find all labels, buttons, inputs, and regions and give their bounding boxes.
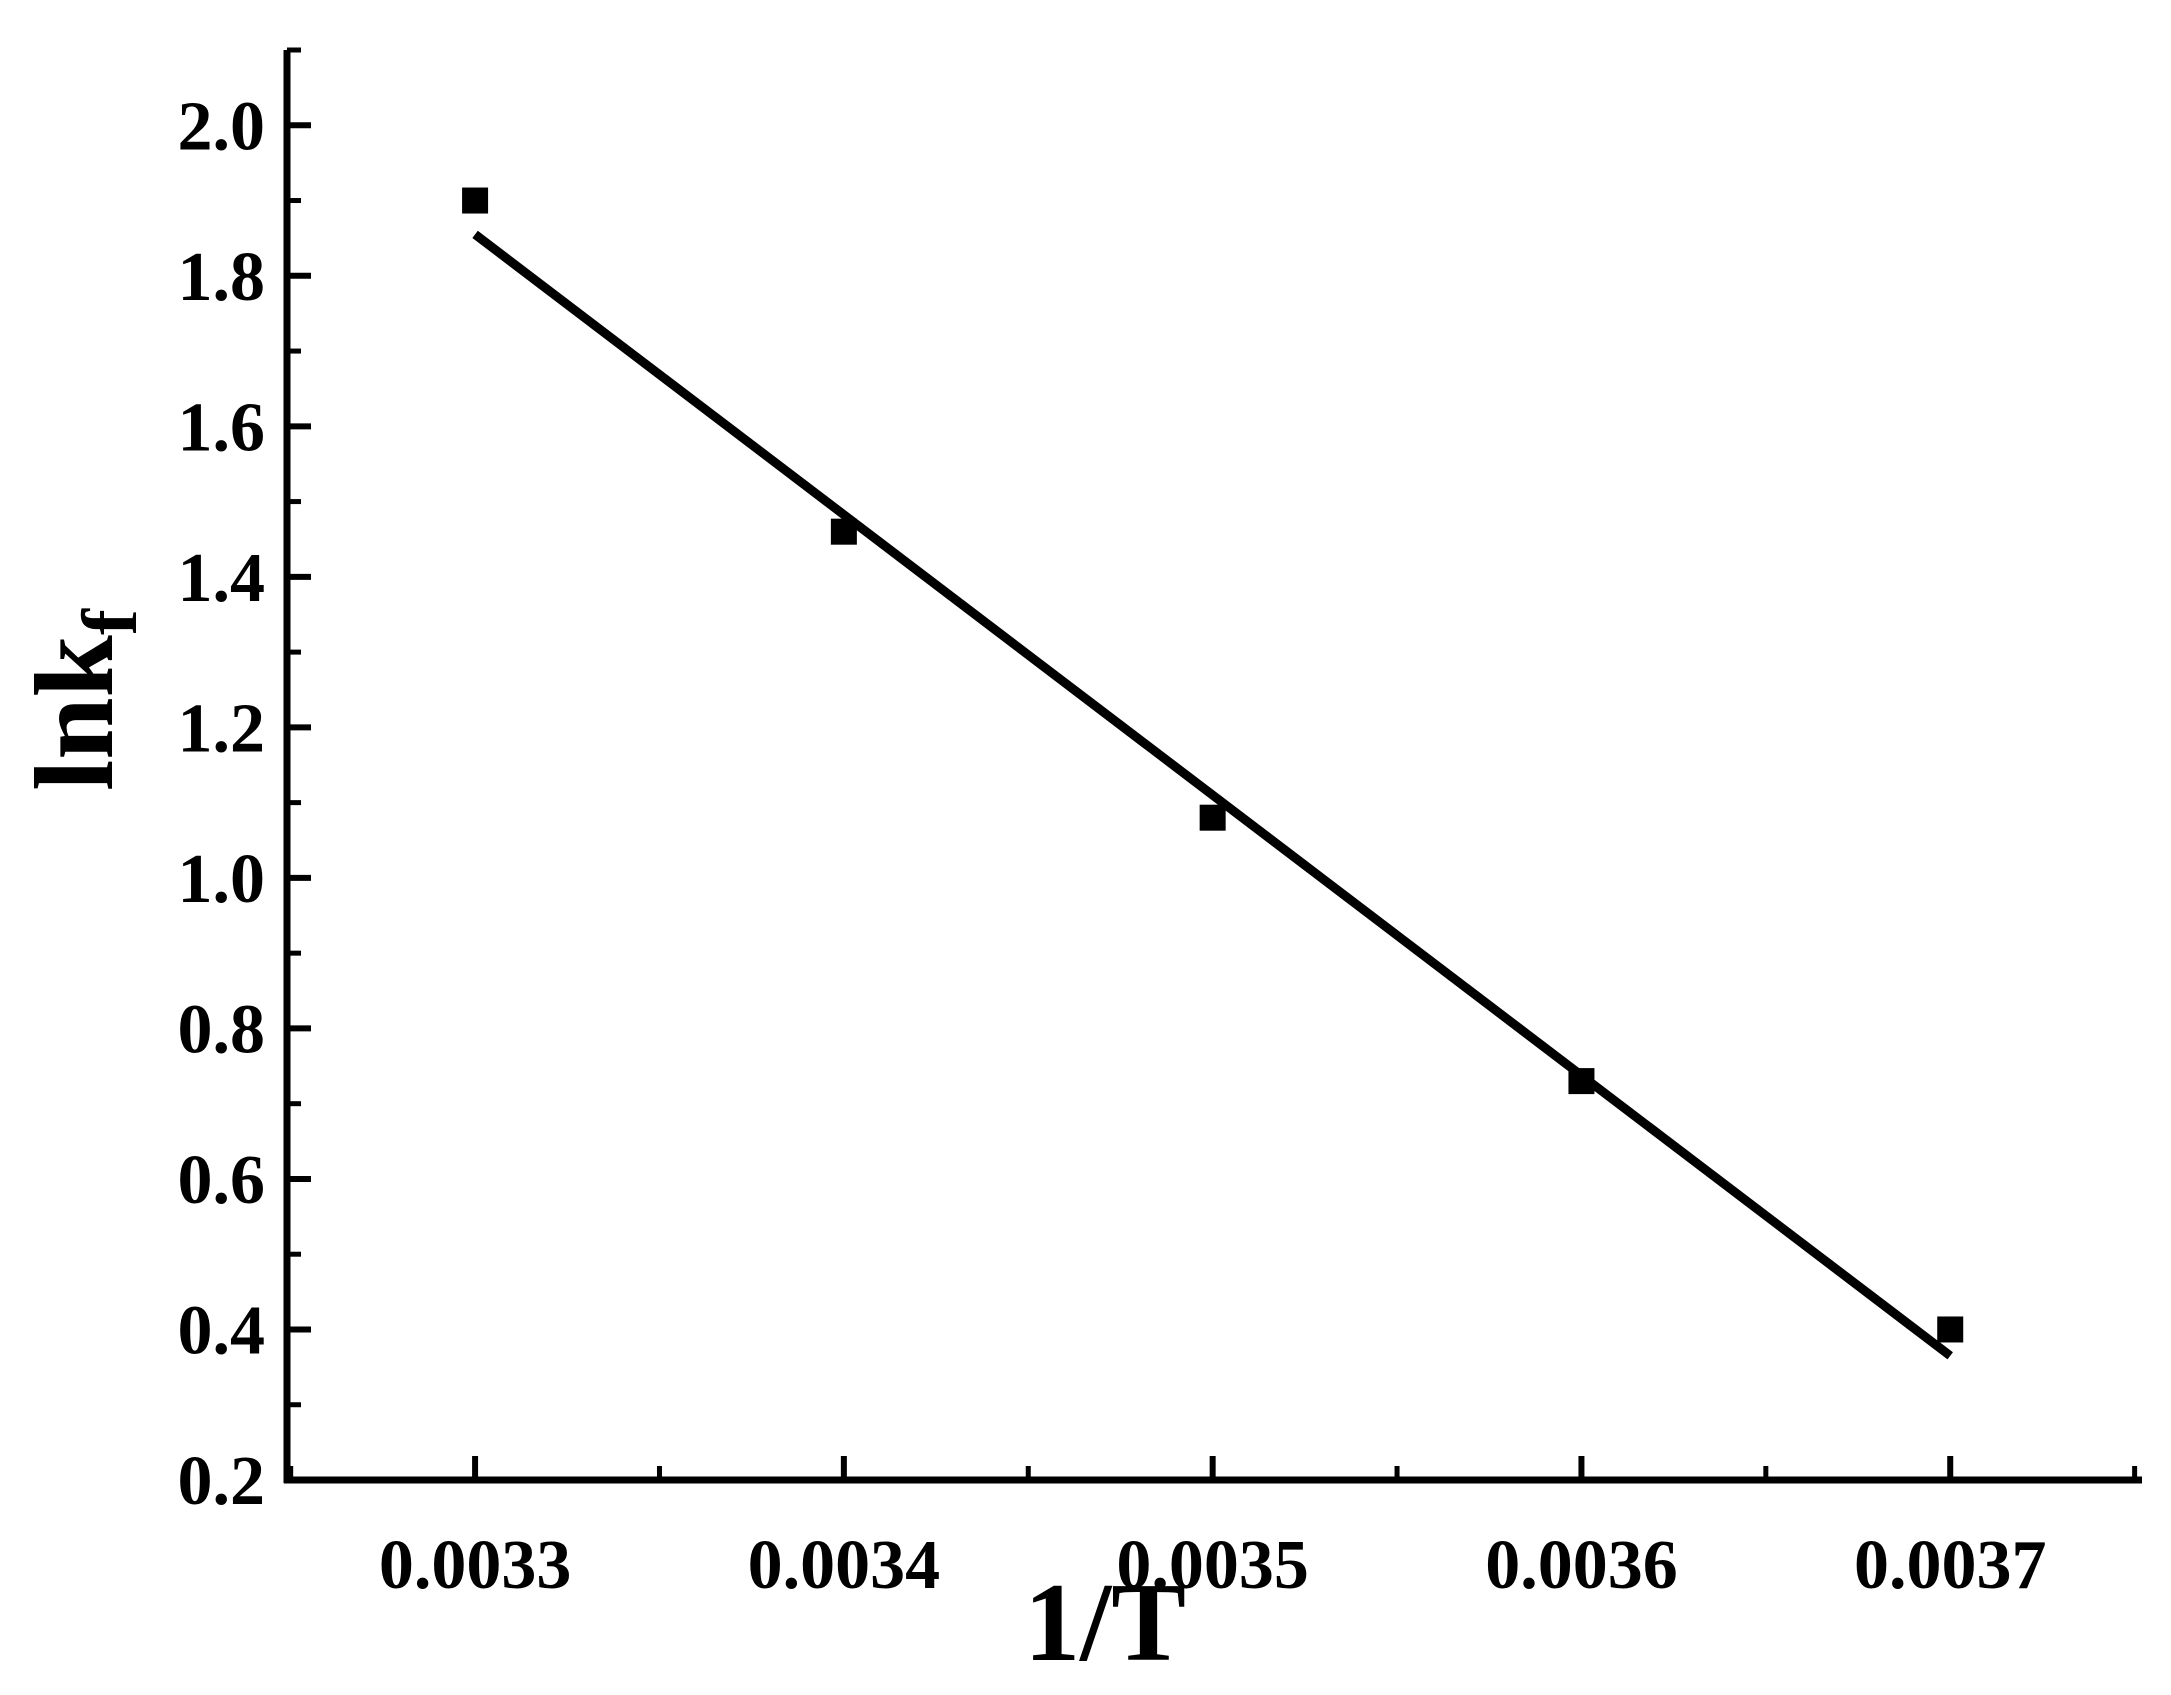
x-axis-ticks: 0.0033 0.0034 0.0035 0.0036 0.0037 <box>288 1456 2138 1604</box>
y-tick-label: 0.2 <box>178 1443 266 1520</box>
axes <box>283 50 2142 1484</box>
data-point <box>1199 804 1226 831</box>
y-tick-label: 0.6 <box>178 1142 266 1219</box>
data-point <box>830 518 857 545</box>
y-tick-label: 1.8 <box>178 239 266 316</box>
y-axis-title-subscript: f <box>66 608 153 635</box>
data-point <box>1937 1316 1964 1343</box>
x-tick-label: 0.0033 <box>379 1527 572 1604</box>
x-tick-label: 0.0037 <box>1854 1527 2047 1604</box>
y-axis-title: lnkf <box>13 608 153 791</box>
x-axis-title: 1/T <box>1024 1561 1186 1685</box>
data-point <box>1568 1068 1595 1095</box>
x-tick-label: 0.0035 <box>1116 1527 1309 1604</box>
y-tick-label: 0.4 <box>178 1292 266 1369</box>
y-tick-label: 0.8 <box>178 991 266 1068</box>
y-tick-label: 2.0 <box>178 88 266 165</box>
y-tick-label: 1.6 <box>178 389 266 466</box>
y-tick-label: 1.0 <box>178 841 266 918</box>
fit-line <box>472 230 1953 1360</box>
x-tick-label: 0.0036 <box>1485 1527 1678 1604</box>
x-tick-label: 0.0034 <box>748 1527 941 1604</box>
plot-area <box>462 187 1964 1360</box>
y-tick-label: 1.2 <box>178 690 266 767</box>
y-axis-title-main: lnk <box>13 634 137 790</box>
y-axis-ticks: 0.2 0.4 0.6 0.8 1.0 1.2 1.4 1.6 1.8 2.0 <box>178 47 311 1520</box>
y-tick-label: 1.4 <box>178 540 266 617</box>
data-point <box>462 187 489 214</box>
